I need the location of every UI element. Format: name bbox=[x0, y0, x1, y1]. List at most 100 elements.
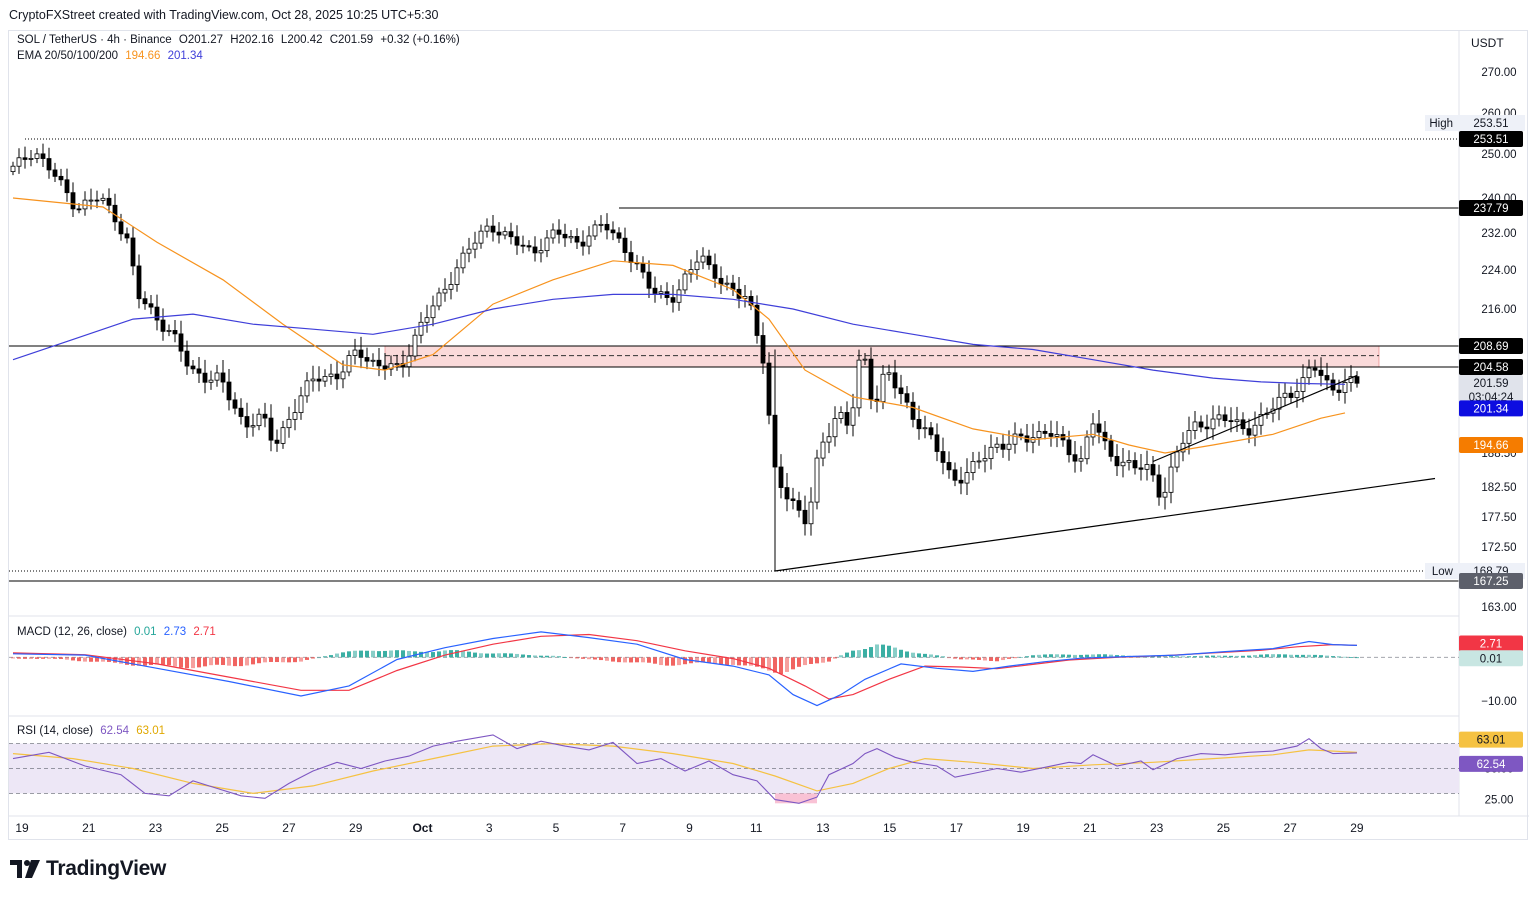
candle-body[interactable] bbox=[700, 255, 706, 263]
candle-body[interactable] bbox=[910, 401, 916, 420]
candle-body[interactable] bbox=[448, 284, 454, 290]
candle-body[interactable] bbox=[1162, 491, 1168, 498]
candle-body[interactable] bbox=[1078, 458, 1084, 462]
candle-body[interactable] bbox=[358, 349, 364, 358]
candle-body[interactable] bbox=[928, 427, 934, 436]
candle-body[interactable] bbox=[1294, 391, 1300, 398]
candle-body[interactable] bbox=[166, 330, 172, 332]
candle-body[interactable] bbox=[316, 378, 322, 382]
candle-body[interactable] bbox=[886, 372, 892, 375]
candle-body[interactable] bbox=[424, 317, 430, 323]
candle-body[interactable] bbox=[454, 267, 460, 285]
candle-body[interactable] bbox=[490, 225, 496, 233]
rsi-ma-price-label[interactable]: 63.01 bbox=[1459, 731, 1523, 748]
candle-body[interactable] bbox=[844, 412, 850, 426]
candle-body[interactable] bbox=[28, 158, 34, 160]
ema200-price-label[interactable]: 201.34 bbox=[1459, 400, 1523, 417]
candle-body[interactable] bbox=[1288, 392, 1294, 398]
candle-body[interactable] bbox=[370, 359, 376, 362]
candle-body[interactable] bbox=[1084, 436, 1090, 460]
candle-body[interactable] bbox=[592, 224, 598, 237]
candle-body[interactable] bbox=[760, 335, 766, 364]
candle-body[interactable] bbox=[226, 381, 232, 401]
candle-body[interactable] bbox=[796, 500, 802, 511]
candle-body[interactable] bbox=[52, 169, 58, 177]
candle-body[interactable] bbox=[280, 427, 286, 444]
candle-body[interactable] bbox=[496, 231, 502, 236]
candle-body[interactable] bbox=[1156, 474, 1162, 498]
candle-body[interactable] bbox=[1042, 430, 1048, 434]
candle-body[interactable] bbox=[1276, 396, 1282, 410]
candle-body[interactable] bbox=[952, 469, 958, 481]
candle-body[interactable] bbox=[1108, 440, 1114, 457]
candle-body[interactable] bbox=[298, 395, 304, 414]
candle-body[interactable] bbox=[376, 359, 382, 367]
candle-body[interactable] bbox=[754, 304, 760, 336]
candle-body[interactable] bbox=[1168, 466, 1174, 493]
candle-body[interactable] bbox=[682, 273, 688, 291]
candle-body[interactable] bbox=[256, 413, 262, 427]
candle-body[interactable] bbox=[598, 223, 604, 226]
candle-body[interactable] bbox=[946, 462, 952, 471]
candle-body[interactable] bbox=[238, 407, 244, 417]
candle-body[interactable] bbox=[508, 231, 514, 238]
candle-body[interactable] bbox=[394, 363, 400, 365]
candle-body[interactable] bbox=[706, 255, 712, 266]
candle-body[interactable] bbox=[1300, 377, 1306, 392]
currency-label[interactable]: USDT bbox=[1471, 36, 1504, 50]
candle-body[interactable] bbox=[292, 412, 298, 420]
candle-body[interactable] bbox=[568, 236, 574, 239]
candle-body[interactable] bbox=[34, 153, 40, 159]
candle-body[interactable] bbox=[220, 372, 226, 383]
candle-body[interactable] bbox=[1354, 376, 1360, 384]
candle-body[interactable] bbox=[964, 472, 970, 484]
candle-body[interactable] bbox=[1318, 369, 1324, 376]
candle-body[interactable] bbox=[916, 419, 922, 430]
candle-body[interactable] bbox=[118, 221, 124, 235]
candle-body[interactable] bbox=[748, 296, 754, 306]
candle-body[interactable] bbox=[1306, 367, 1312, 379]
candle-body[interactable] bbox=[778, 466, 784, 488]
candle-body[interactable] bbox=[88, 199, 94, 202]
candle-body[interactable] bbox=[898, 387, 904, 395]
candle-body[interactable] bbox=[1054, 434, 1060, 437]
candle-body[interactable] bbox=[658, 291, 664, 294]
candle-body[interactable] bbox=[610, 229, 616, 234]
candle-body[interactable] bbox=[766, 362, 772, 416]
macd-line[interactable] bbox=[12, 631, 1358, 707]
candle-body[interactable] bbox=[1252, 424, 1258, 436]
candle-body[interactable] bbox=[718, 277, 724, 285]
candle-body[interactable] bbox=[232, 399, 238, 409]
candle-body[interactable] bbox=[544, 237, 550, 252]
candle-body[interactable] bbox=[190, 365, 196, 370]
candle-body[interactable] bbox=[304, 380, 310, 397]
candle-body[interactable] bbox=[1072, 454, 1078, 462]
candle-body[interactable] bbox=[640, 263, 646, 273]
candle-body[interactable] bbox=[694, 261, 700, 271]
candle-body[interactable] bbox=[1342, 382, 1348, 393]
candle-body[interactable] bbox=[1114, 456, 1120, 467]
candle-body[interactable] bbox=[244, 416, 250, 428]
candle-body[interactable] bbox=[346, 355, 352, 373]
candle-body[interactable] bbox=[586, 235, 592, 247]
resistance-zone[interactable] bbox=[384, 345, 1380, 368]
tradingview-logo[interactable]: TradingView bbox=[10, 856, 166, 882]
candle-body[interactable] bbox=[484, 225, 490, 232]
candle-body[interactable] bbox=[1150, 464, 1156, 476]
rsi-price-label[interactable]: 62.54 bbox=[1459, 755, 1523, 772]
candle-body[interactable] bbox=[574, 236, 580, 243]
candle-body[interactable] bbox=[1126, 460, 1132, 463]
candle-body[interactable] bbox=[790, 498, 796, 501]
candle-body[interactable] bbox=[1282, 392, 1288, 398]
candle-body[interactable] bbox=[94, 199, 100, 202]
candle-body[interactable] bbox=[1096, 423, 1102, 433]
candle-body[interactable] bbox=[268, 417, 274, 441]
candle-body[interactable] bbox=[826, 436, 832, 443]
candle-body[interactable] bbox=[1336, 389, 1342, 393]
chart-frame[interactable]: 270.00 260.00 250.00 240.00 232.00 224.00 216.… bbox=[8, 30, 1529, 840]
candle-body[interactable] bbox=[178, 333, 184, 352]
candle-body[interactable] bbox=[100, 197, 106, 201]
candle-body[interactable] bbox=[1222, 414, 1228, 421]
candle-body[interactable] bbox=[832, 418, 838, 438]
candle-body[interactable] bbox=[442, 288, 448, 294]
